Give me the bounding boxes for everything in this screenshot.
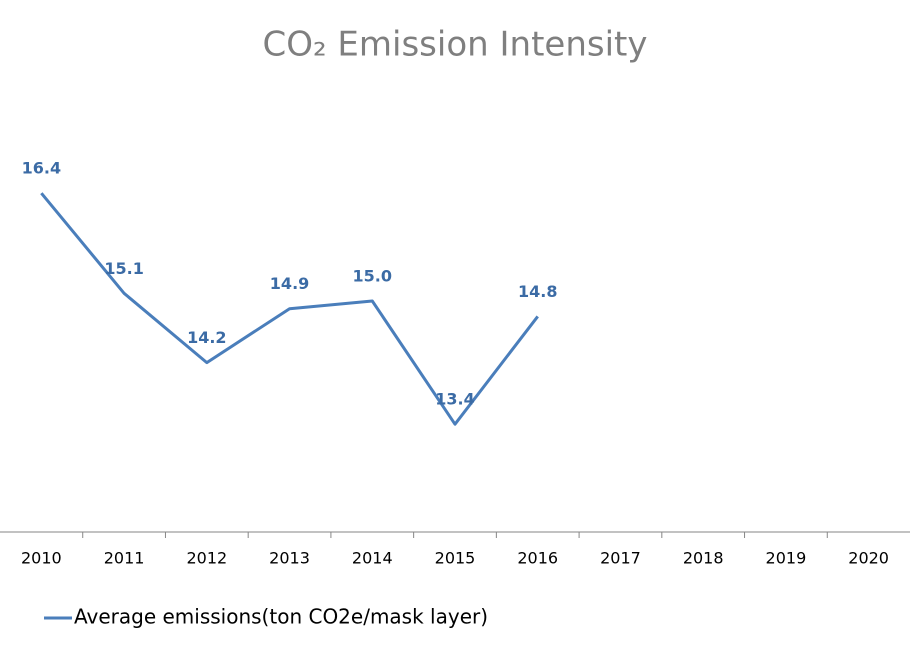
legend-label: Average emissions(ton CO2e/mask layer) [74,605,488,629]
x-tick-label: 2014 [352,549,393,568]
data-label: 14.8 [518,282,557,301]
x-tick-label: 2010 [21,549,62,568]
x-tick-label: 2011 [104,549,145,568]
x-tick-label: 2012 [186,549,227,568]
x-tick-label: 2017 [600,549,641,568]
data-label: 15.1 [104,259,143,278]
data-label: 16.4 [22,159,61,178]
x-tick-label: 2015 [435,549,476,568]
x-tick-label: 2013 [269,549,310,568]
data-label: 14.9 [270,274,309,293]
data-label: 15.0 [353,267,392,286]
x-tick-label: 2019 [766,549,807,568]
data-label: 13.4 [435,390,474,409]
data-line [40,192,539,426]
x-tick-label: 2020 [848,549,889,568]
chart-title: CO₂ Emission Intensity [262,25,647,65]
data-label: 14.2 [187,328,226,347]
x-tick-label: 2016 [517,549,558,568]
x-tick-label: 2018 [683,549,724,568]
